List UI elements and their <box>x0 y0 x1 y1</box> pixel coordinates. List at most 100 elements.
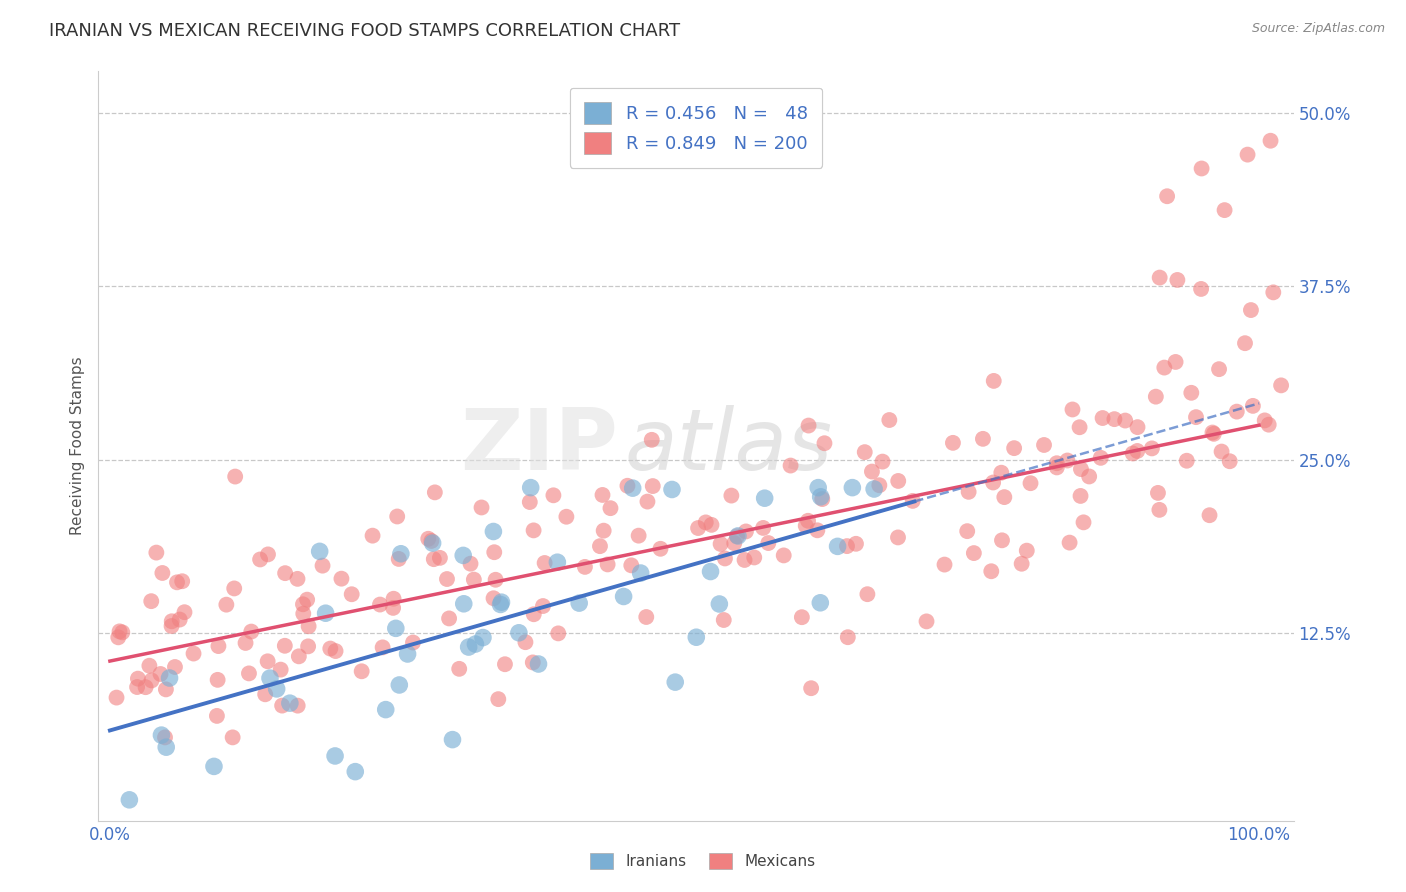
Point <box>742 550 765 565</box>
Point <box>1069 420 1091 434</box>
Point <box>471 631 494 645</box>
Point <box>772 549 794 563</box>
Point <box>827 540 849 554</box>
Point <box>150 728 173 742</box>
Point <box>150 566 173 580</box>
Point <box>274 639 297 653</box>
Point <box>810 490 832 504</box>
Point <box>568 596 591 610</box>
Point <box>1270 378 1292 392</box>
Point <box>172 574 194 589</box>
Point <box>727 529 749 543</box>
Point <box>555 509 578 524</box>
Point <box>1059 535 1081 549</box>
Point <box>519 481 541 495</box>
Point <box>160 614 183 628</box>
Point <box>371 640 394 655</box>
Point <box>1015 543 1038 558</box>
Point <box>163 660 186 674</box>
Point <box>319 641 342 656</box>
Point <box>1104 412 1126 426</box>
Point <box>620 558 643 573</box>
Point <box>800 681 823 696</box>
Point <box>808 596 831 610</box>
Point <box>872 454 894 468</box>
Point <box>543 488 565 502</box>
Point <box>790 610 813 624</box>
Point <box>422 536 444 550</box>
Point <box>402 635 425 649</box>
Point <box>887 474 910 488</box>
Point <box>688 521 710 535</box>
Point <box>981 475 1004 490</box>
Point <box>224 582 246 596</box>
Point <box>418 532 440 546</box>
Point <box>720 489 742 503</box>
Point <box>308 544 330 558</box>
Point <box>1254 413 1277 427</box>
Point <box>1140 442 1163 456</box>
Y-axis label: Receiving Food Stamps: Receiving Food Stamps <box>69 357 84 535</box>
Point <box>956 524 979 538</box>
Point <box>453 597 475 611</box>
Point <box>389 547 412 561</box>
Point <box>806 524 828 538</box>
Point <box>841 481 863 495</box>
Point <box>207 639 229 653</box>
Point <box>1149 503 1171 517</box>
Point <box>436 572 458 586</box>
Point <box>484 573 506 587</box>
Point <box>127 672 149 686</box>
Point <box>1070 462 1092 476</box>
Text: atlas: atlas <box>624 404 832 488</box>
Point <box>494 657 516 672</box>
Point <box>429 550 451 565</box>
Point <box>723 536 745 550</box>
Point <box>482 524 505 539</box>
Point <box>159 671 181 685</box>
Point <box>449 662 471 676</box>
Point <box>519 495 541 509</box>
Point <box>141 673 163 688</box>
Point <box>215 598 238 612</box>
Point <box>636 610 658 624</box>
Point <box>325 644 347 658</box>
Point <box>240 624 263 639</box>
Point <box>135 680 157 694</box>
Point <box>685 630 707 644</box>
Point <box>1156 189 1178 203</box>
Point <box>1126 420 1149 434</box>
Point <box>664 675 686 690</box>
Point <box>361 529 384 543</box>
Point <box>1046 456 1069 470</box>
Point <box>599 501 621 516</box>
Legend: Iranians, Mexicans: Iranians, Mexicans <box>583 847 823 875</box>
Point <box>1233 336 1256 351</box>
Point <box>266 681 288 696</box>
Point <box>107 631 129 645</box>
Point <box>254 687 277 701</box>
Point <box>259 671 281 685</box>
Point <box>1149 270 1171 285</box>
Point <box>437 611 460 625</box>
Point <box>315 606 337 620</box>
Point <box>1126 444 1149 458</box>
Point <box>1175 454 1198 468</box>
Text: IRANIAN VS MEXICAN RECEIVING FOOD STAMPS CORRELATION CHART: IRANIAN VS MEXICAN RECEIVING FOOD STAMPS… <box>49 22 681 40</box>
Point <box>613 590 636 604</box>
Point <box>1180 385 1202 400</box>
Point <box>621 481 644 495</box>
Point <box>491 595 513 609</box>
Point <box>983 374 1005 388</box>
Point <box>145 546 167 560</box>
Point <box>616 479 638 493</box>
Point <box>1033 438 1056 452</box>
Point <box>1191 161 1213 176</box>
Point <box>238 666 260 681</box>
Point <box>323 748 346 763</box>
Point <box>118 793 141 807</box>
Point <box>1114 413 1136 427</box>
Point <box>388 678 411 692</box>
Point <box>311 558 333 573</box>
Point <box>980 564 1002 578</box>
